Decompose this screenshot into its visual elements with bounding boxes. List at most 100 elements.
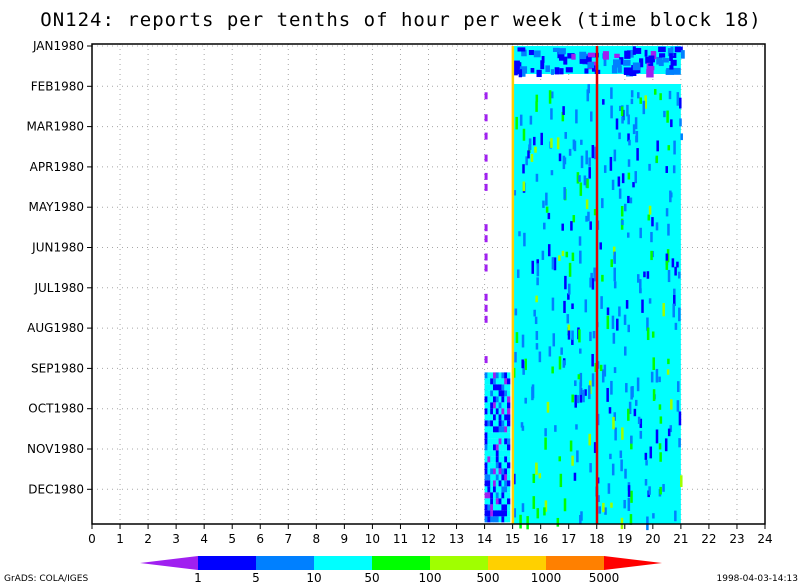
heatmap-cell xyxy=(501,474,505,481)
heatmap-cell xyxy=(484,384,488,391)
heatmap-cell xyxy=(501,444,505,451)
heatmap-cell xyxy=(536,259,539,265)
heatmap-cell xyxy=(574,394,577,408)
heatmap-cell xyxy=(504,414,508,421)
heatmap-cell xyxy=(650,61,654,67)
heatmap-cell xyxy=(562,360,566,368)
heatmap-cell xyxy=(648,55,655,60)
heatmap-cell xyxy=(613,59,621,68)
heatmap-cell xyxy=(584,299,588,313)
heatmap-cell xyxy=(492,426,497,433)
heatmap-cell xyxy=(644,452,648,460)
heatmap-cell xyxy=(652,51,657,60)
heatmap-cell xyxy=(492,498,497,505)
heatmap-cell xyxy=(571,338,574,345)
heatmap-cell xyxy=(655,429,659,444)
heatmap-cell xyxy=(501,384,505,391)
heatmap-cell xyxy=(484,235,488,243)
heatmap-cell xyxy=(584,68,589,74)
heatmap-cell xyxy=(528,138,532,150)
x-tick-label: 13 xyxy=(449,532,464,546)
heatmap-cell xyxy=(546,401,550,413)
heatmap-cell xyxy=(522,128,526,141)
heatmap-cell xyxy=(498,372,502,379)
heatmap-cell xyxy=(629,197,633,204)
heatmap-cell xyxy=(567,293,570,300)
heatmap-cell xyxy=(530,153,534,162)
heatmap-cell xyxy=(533,309,536,317)
heatmap-cell xyxy=(586,178,589,189)
heatmap-cell xyxy=(608,407,612,414)
heatmap-cell xyxy=(556,137,560,150)
heatmap-cell xyxy=(535,173,539,182)
heatmap-cell xyxy=(676,92,680,106)
heatmap-cell xyxy=(589,331,592,342)
heatmap-cell xyxy=(658,443,662,450)
colorbar-label: 10 xyxy=(306,571,321,585)
x-tick-label: 22 xyxy=(701,532,716,546)
x-tick-label: 5 xyxy=(228,532,236,546)
heatmap-cell xyxy=(536,263,540,277)
heatmap-cell xyxy=(487,450,491,457)
heatmap-cell xyxy=(498,444,502,451)
heatmap-cell xyxy=(529,115,533,125)
heatmap-cell xyxy=(632,46,636,55)
heatmap-cell xyxy=(484,420,488,427)
heatmap-cell xyxy=(614,427,617,441)
heatmap-cell xyxy=(504,462,508,469)
heatmap-cell xyxy=(501,498,505,505)
heatmap-cell xyxy=(487,468,491,475)
heatmap-cell xyxy=(498,390,502,397)
heatmap-cell xyxy=(553,257,557,271)
heatmap-cell xyxy=(484,510,488,517)
heatmap-cell xyxy=(517,47,526,52)
heatmap-cell xyxy=(514,308,518,316)
heatmap-cell xyxy=(492,414,497,421)
heatmap-cell xyxy=(556,517,560,527)
x-tick-label: 3 xyxy=(172,532,180,546)
heatmap-cell xyxy=(492,516,497,523)
heatmap-cell xyxy=(586,55,592,65)
heatmap-cell xyxy=(487,456,491,463)
heatmap-cell xyxy=(571,394,574,403)
colorbar: 1 5 10 50 100 500 1000 5000 xyxy=(140,556,662,585)
heatmap-cell xyxy=(558,153,562,162)
heatmap-cell xyxy=(501,480,505,487)
heatmap-cell xyxy=(498,468,502,475)
heatmap-cell xyxy=(513,473,516,485)
heatmap-cell xyxy=(504,372,508,379)
heatmap-cell xyxy=(563,498,567,512)
y-tick-label: JUL1980 xyxy=(33,281,84,295)
heatmap-cell xyxy=(676,400,680,412)
heatmap-cell xyxy=(507,432,511,439)
heatmap-cell xyxy=(492,384,497,391)
heatmap-cell xyxy=(573,472,577,481)
heatmap-cell xyxy=(501,390,505,397)
heatmap-cell xyxy=(571,330,574,341)
heatmap-cell xyxy=(588,157,591,167)
heatmap-cell xyxy=(490,492,494,499)
heatmap-cell xyxy=(501,408,505,415)
heatmap-cell xyxy=(613,251,616,264)
heatmap-cell xyxy=(645,460,648,466)
heatmap-cell xyxy=(495,420,500,427)
heatmap-cell xyxy=(591,373,595,387)
heatmap-cell xyxy=(507,480,511,487)
heatmap-cell xyxy=(648,486,651,495)
heatmap-cell xyxy=(501,456,505,463)
heatmap-cell xyxy=(513,508,517,518)
heatmap-cell xyxy=(498,486,502,493)
heatmap-cell xyxy=(658,59,664,67)
heatmap-cell xyxy=(611,315,615,329)
heatmap-cell xyxy=(655,368,659,383)
heatmap-cell xyxy=(495,474,500,481)
heatmap-cell xyxy=(624,50,631,59)
heatmap-cell xyxy=(487,444,491,451)
heatmap-cell xyxy=(629,69,637,77)
heatmap-cell xyxy=(568,262,572,277)
heatmap-cell xyxy=(507,492,511,499)
heatmap-cell xyxy=(545,65,550,73)
heatmap-cell xyxy=(484,438,488,445)
heatmap-cell xyxy=(543,222,546,230)
heatmap-cell xyxy=(628,401,632,415)
